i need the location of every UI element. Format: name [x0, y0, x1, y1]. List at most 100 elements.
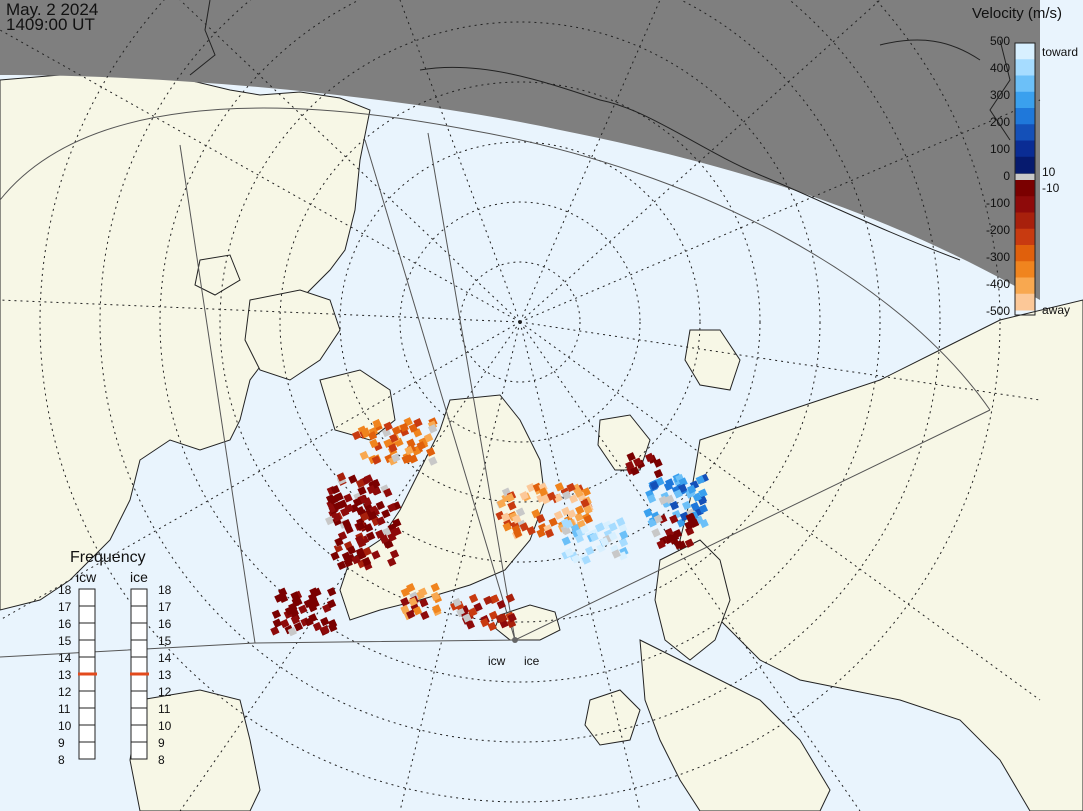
velocity-cell — [669, 514, 679, 524]
frequency-cell — [130, 605, 148, 624]
velocity-cell — [538, 487, 548, 497]
velocity-cell — [352, 497, 363, 507]
velocity-cell — [401, 454, 411, 464]
velocity-cell — [452, 597, 462, 608]
frequency-cell — [78, 741, 96, 760]
velocity-cell — [298, 604, 308, 614]
velocity-cell — [546, 491, 557, 501]
velocity-cell — [389, 549, 400, 559]
velocity-cell — [519, 522, 529, 532]
velocity-cell — [658, 495, 668, 505]
velocity-cell — [368, 510, 378, 521]
velocity-cell — [568, 494, 579, 504]
velocity-cell — [684, 520, 694, 531]
velocity-cell — [344, 503, 354, 514]
radar-site-label-icw: icw — [488, 654, 506, 668]
velocity-cell — [427, 424, 438, 434]
velocity-cell — [698, 504, 709, 514]
away-label: away — [1042, 303, 1071, 317]
velocity-cell — [483, 595, 493, 606]
velocity-cell — [581, 555, 591, 565]
frequency-title: Frequency — [70, 549, 146, 566]
velocity-cell — [391, 425, 402, 436]
frequency-tick-left: 17 — [58, 600, 72, 614]
velocity-cell — [360, 512, 370, 522]
velocity-cell — [618, 551, 628, 561]
velocity-cell — [376, 516, 386, 526]
velocity-cell — [343, 493, 353, 503]
velocity-cell — [274, 593, 284, 603]
frequency-cell — [78, 656, 96, 675]
velocity-cell — [686, 484, 697, 495]
velocity-cell — [328, 622, 338, 633]
velocity-cell — [653, 514, 663, 524]
velocity-cell — [361, 427, 371, 437]
velocity-cell — [346, 545, 357, 555]
velocity-cell — [320, 625, 330, 635]
velocity-cell — [502, 522, 512, 532]
frequency-radar-label-icw: icw — [76, 569, 97, 585]
velocity-cell — [408, 454, 419, 464]
velocity-cell — [382, 527, 392, 537]
date-label: May. 2 2024 — [6, 0, 99, 19]
frequency-cell — [130, 690, 148, 709]
velocity-cell — [563, 519, 574, 529]
velocity-tick-label: 300 — [989, 88, 1010, 102]
frequency-tick-right: 10 — [158, 719, 172, 733]
velocity-cell — [531, 508, 541, 519]
velocity-cell — [698, 488, 708, 498]
velocity-cell — [496, 499, 507, 509]
velocity-cell — [608, 522, 618, 532]
velocity-cell — [351, 555, 361, 565]
velocity-cell — [387, 532, 397, 542]
velocity-cell — [271, 609, 282, 619]
velocity-cell — [363, 523, 374, 533]
velocity-cell — [423, 433, 434, 443]
colorbar-frame — [1014, 42, 1036, 316]
velocity-cell — [571, 554, 581, 564]
velocity-cell — [647, 518, 657, 528]
velocity-cell — [320, 616, 330, 627]
frequency-cell — [78, 690, 96, 709]
velocity-cell — [290, 615, 301, 625]
frequency-cell — [130, 588, 148, 607]
velocity-cell — [583, 514, 593, 524]
velocity-cell — [526, 526, 536, 536]
frequency-tick-left: 9 — [58, 736, 65, 750]
velocity-cell — [695, 475, 705, 485]
frequency-tick-right: 18 — [158, 583, 172, 597]
colorbar-toward-segment — [1015, 108, 1035, 125]
velocity-cell — [566, 509, 577, 519]
velocity-cell — [619, 530, 629, 540]
velocity-cell — [419, 598, 429, 608]
velocity-cell — [355, 535, 365, 545]
velocity-tick-label: -300 — [985, 250, 1010, 264]
velocity-cell — [505, 593, 515, 603]
colorbar-toward-segment — [1015, 91, 1035, 109]
velocity-cell — [599, 537, 610, 547]
velocity-tick-label: -200 — [985, 223, 1010, 237]
frequency-tick-right: 15 — [158, 634, 172, 648]
velocity-cell — [672, 529, 683, 539]
velocity-cell — [646, 494, 657, 504]
colorbar-toward-segment — [1015, 75, 1035, 93]
frequency-cell — [130, 639, 148, 658]
velocity-cell — [490, 594, 500, 604]
frequency-cell — [78, 588, 96, 607]
frequency-tick-right: 11 — [158, 702, 171, 716]
velocity-cell — [575, 505, 585, 515]
velocity-tick-label: -400 — [985, 277, 1010, 291]
velocity-cell — [328, 495, 339, 505]
velocity-cell — [341, 519, 352, 529]
velocity-cell — [383, 421, 393, 431]
velocity-cell — [359, 450, 369, 461]
velocity-cell — [505, 493, 515, 503]
frequency-cell — [78, 605, 96, 624]
velocity-cell — [664, 534, 675, 544]
velocity-cell — [564, 547, 574, 558]
velocity-cell — [330, 484, 341, 495]
velocity-cell — [391, 453, 401, 463]
velocity-cell — [519, 491, 529, 501]
velocity-cell — [284, 606, 295, 616]
velocity-cell — [684, 538, 695, 548]
